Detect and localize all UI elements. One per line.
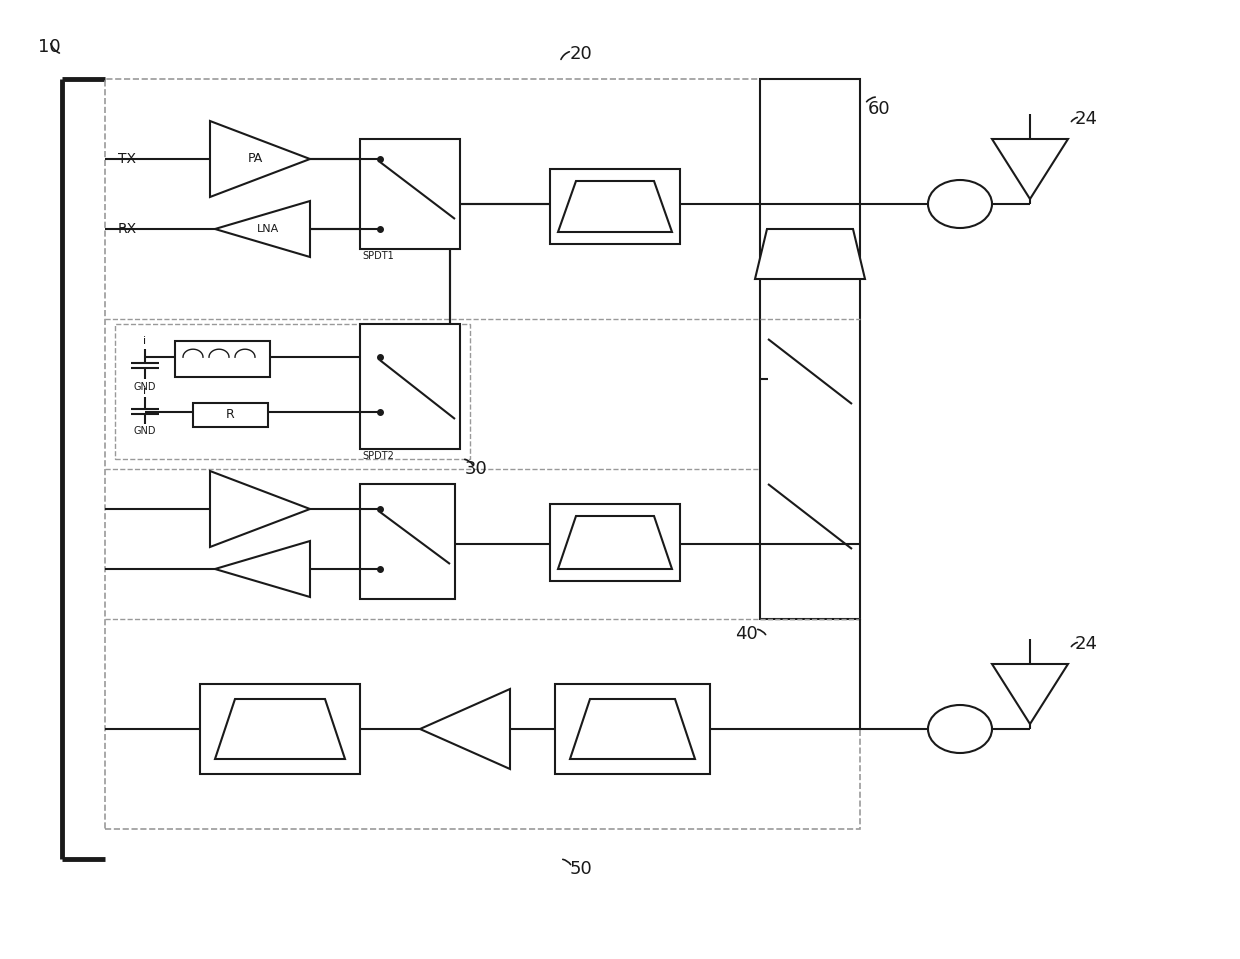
Ellipse shape <box>928 705 992 753</box>
Text: 40: 40 <box>735 625 758 643</box>
Text: GND: GND <box>134 382 156 392</box>
Bar <box>115 324 470 459</box>
Bar <box>360 139 460 249</box>
Bar <box>200 684 360 774</box>
Bar <box>556 684 711 774</box>
Polygon shape <box>210 471 310 547</box>
Polygon shape <box>215 699 345 759</box>
Text: TX: TX <box>118 152 136 166</box>
Bar <box>551 169 680 244</box>
Text: 60: 60 <box>868 100 890 118</box>
Polygon shape <box>558 516 672 569</box>
Polygon shape <box>992 139 1068 199</box>
Text: i: i <box>144 336 146 346</box>
Text: i: i <box>144 386 146 396</box>
Text: SPDT2: SPDT2 <box>362 451 394 461</box>
Bar <box>760 79 861 619</box>
Polygon shape <box>215 541 310 597</box>
Polygon shape <box>755 229 866 279</box>
Polygon shape <box>558 181 672 232</box>
Bar <box>193 403 268 427</box>
Bar <box>360 324 460 449</box>
Text: LNA: LNA <box>257 224 279 234</box>
Bar <box>175 341 270 377</box>
Text: 30: 30 <box>465 460 487 478</box>
Text: R: R <box>226 409 234 422</box>
Ellipse shape <box>928 180 992 228</box>
Text: RX: RX <box>118 222 138 236</box>
Text: 24: 24 <box>1075 110 1097 128</box>
Text: SPDT1: SPDT1 <box>362 251 394 261</box>
Bar <box>105 79 861 829</box>
Text: 24: 24 <box>1075 635 1097 653</box>
Text: 50: 50 <box>570 860 593 878</box>
Text: GND: GND <box>134 426 156 436</box>
Text: 20: 20 <box>570 45 593 63</box>
Polygon shape <box>420 689 510 769</box>
Polygon shape <box>570 699 694 759</box>
Bar <box>551 504 680 581</box>
Text: 10: 10 <box>38 38 61 56</box>
Polygon shape <box>992 664 1068 724</box>
Text: PA: PA <box>247 152 263 166</box>
Polygon shape <box>215 201 310 257</box>
Polygon shape <box>210 121 310 197</box>
Bar <box>360 484 455 599</box>
